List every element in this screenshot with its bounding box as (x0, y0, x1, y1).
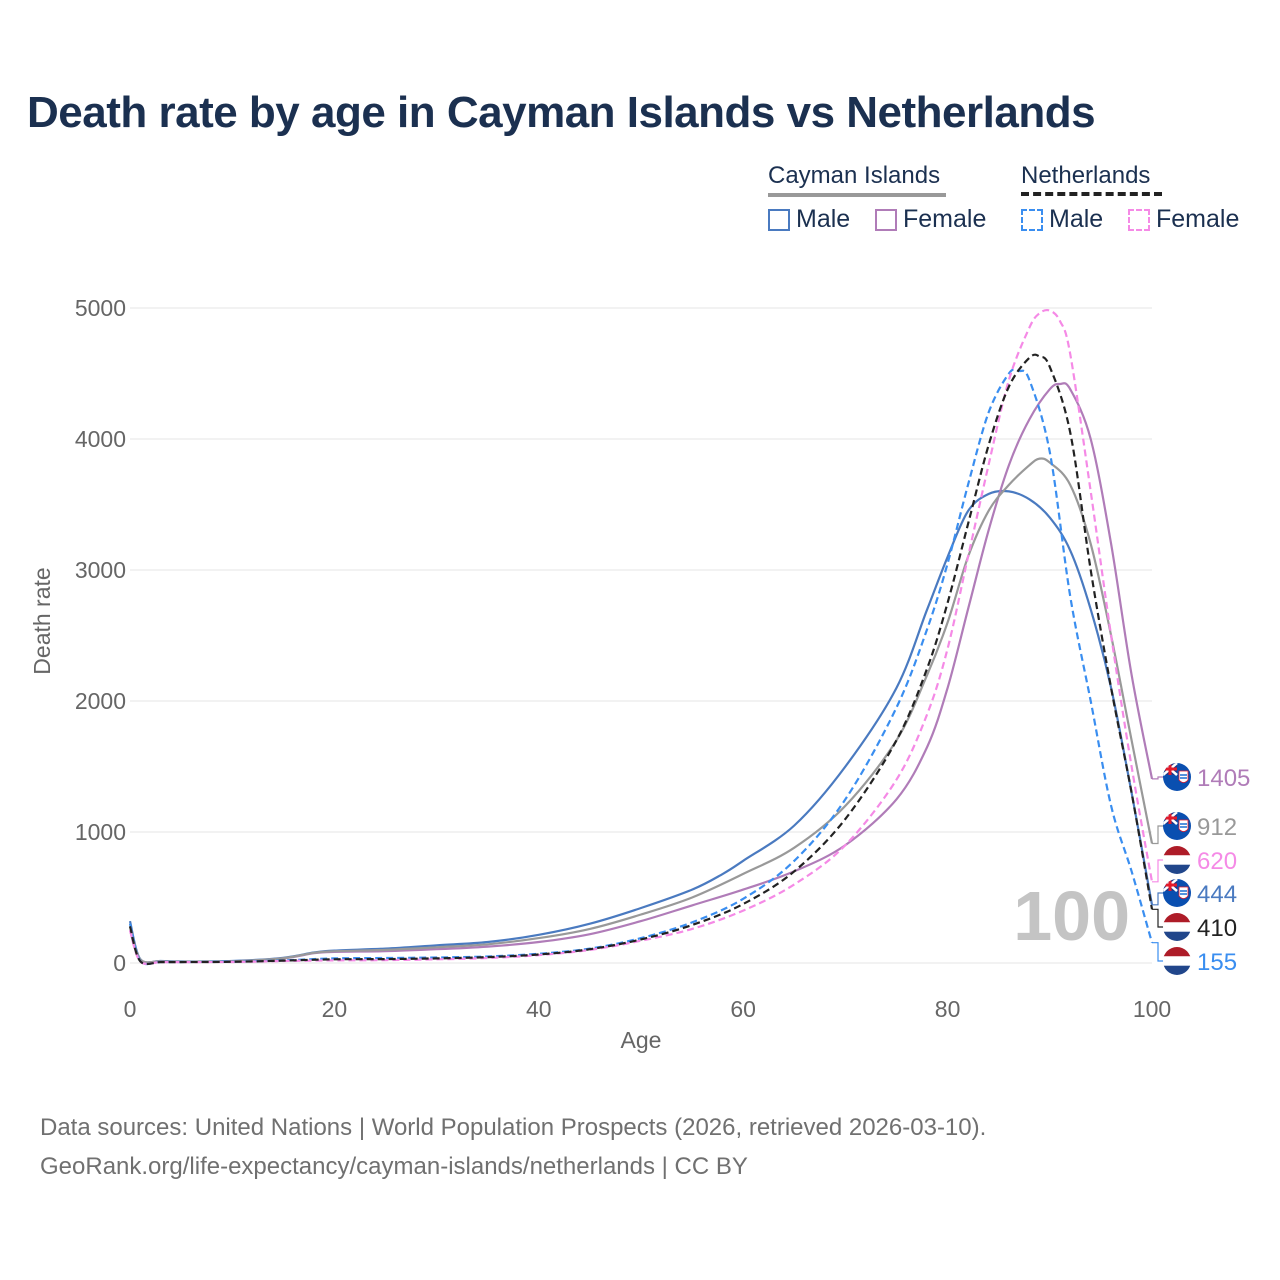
source-text: Data sources: United Nations | World Pop… (40, 1114, 987, 1141)
legend-item-netherlands-female[interactable]: Female (1128, 205, 1239, 234)
x-tick-label: 20 (322, 996, 348, 1022)
series-line-cayman-islands-female[interactable] (128, 382, 1154, 964)
end-marker-1405: 1405 (1152, 763, 1250, 792)
netherlands-flag-icon (1163, 947, 1191, 975)
legend-swatch (768, 208, 790, 231)
end-markers: 1405 912 620 444 410 155 (1152, 763, 1250, 976)
end-marker-410: 410 (1152, 908, 1237, 942)
x-tick-label: 80 (935, 996, 961, 1022)
x-axis-label: Age (621, 1027, 662, 1053)
netherlands-flag-icon (1163, 846, 1191, 874)
legend-label: Male (796, 205, 851, 233)
legend-item-netherlands-male[interactable]: Male (1021, 205, 1103, 234)
source-link[interactable]: GeoRank.org/life-expectancy/cayman-islan… (40, 1153, 748, 1180)
footer: Data sources: United Nations | World Pop… (40, 1108, 986, 1186)
marker-connector (1152, 908, 1166, 928)
series-line-netherlands-female[interactable] (128, 308, 1154, 966)
series-line-cayman-islands-male[interactable] (128, 489, 1154, 964)
legend-swatch (1128, 208, 1150, 231)
marker-connector (1152, 776, 1166, 780)
legend-group-cayman-line (768, 193, 946, 197)
gridlines (130, 307, 1152, 964)
end-value-label: 410 (1197, 915, 1237, 942)
cayman-flag-icon (1163, 879, 1191, 907)
y-tick-label: 2000 (75, 688, 126, 714)
line-chart: 0 1000 2000 3000 4000 5000 0 20 40 60 80 100 100 1… (29, 295, 1250, 1053)
x-tick-label: 0 (124, 996, 137, 1022)
y-tick-label: 4000 (75, 426, 126, 452)
y-axis-ticks: 0 1000 2000 3000 4000 5000 (75, 295, 126, 976)
y-tick-label: 0 (113, 950, 126, 976)
legend-group-cayman-title: Cayman Islands (768, 162, 941, 189)
legend-label: Male (1049, 205, 1104, 233)
marker-connector (1152, 859, 1166, 883)
y-tick-label: 1000 (75, 819, 126, 845)
marker-connector (1152, 942, 1166, 962)
x-tick-label: 40 (526, 996, 552, 1022)
cayman-flag-icon (1163, 812, 1191, 840)
x-tick-label: 60 (730, 996, 756, 1022)
end-marker-912: 912 (1152, 812, 1237, 845)
end-marker-620: 620 (1152, 846, 1237, 883)
series-line-cayman-islands-total[interactable] (128, 457, 1154, 964)
end-value-label: 620 (1197, 848, 1237, 875)
end-value-label: 444 (1197, 881, 1237, 908)
chart-title: Death rate by age in Cayman Islands vs N… (27, 88, 1096, 137)
end-value-label: 155 (1197, 949, 1237, 976)
end-value-label: 1405 (1197, 765, 1250, 792)
legend-label: Female (903, 205, 987, 233)
legend-item-cayman-female[interactable]: Female (875, 205, 986, 234)
legend-item-cayman-male[interactable]: Male (768, 205, 850, 234)
end-marker-444: 444 (1152, 879, 1237, 908)
x-axis-ticks: 0 20 40 60 80 100 (124, 996, 1172, 1022)
x-tick-label: 100 (1133, 996, 1171, 1022)
end-value-label: 912 (1197, 814, 1237, 841)
legend-swatch (875, 208, 897, 231)
y-tick-label: 5000 (75, 295, 126, 321)
marker-connector (1152, 825, 1166, 845)
cayman-flag-icon (1163, 763, 1191, 791)
y-tick-label: 3000 (75, 557, 126, 583)
series-lines (128, 308, 1154, 966)
marker-connector (1152, 892, 1166, 906)
end-marker-155: 155 (1152, 942, 1237, 976)
year-watermark: 100 (1013, 877, 1130, 955)
series-line-netherlands-total[interactable] (128, 353, 1154, 966)
legend-swatch (1021, 208, 1043, 231)
legend-group-netherlands-line (1021, 192, 1162, 196)
netherlands-flag-icon (1163, 913, 1191, 941)
legend-label: Female (1156, 205, 1240, 233)
y-axis-label: Death rate (29, 567, 55, 674)
series-line-netherlands-male[interactable] (128, 368, 1154, 966)
legend-group-netherlands-title: Netherlands (1021, 162, 1151, 189)
